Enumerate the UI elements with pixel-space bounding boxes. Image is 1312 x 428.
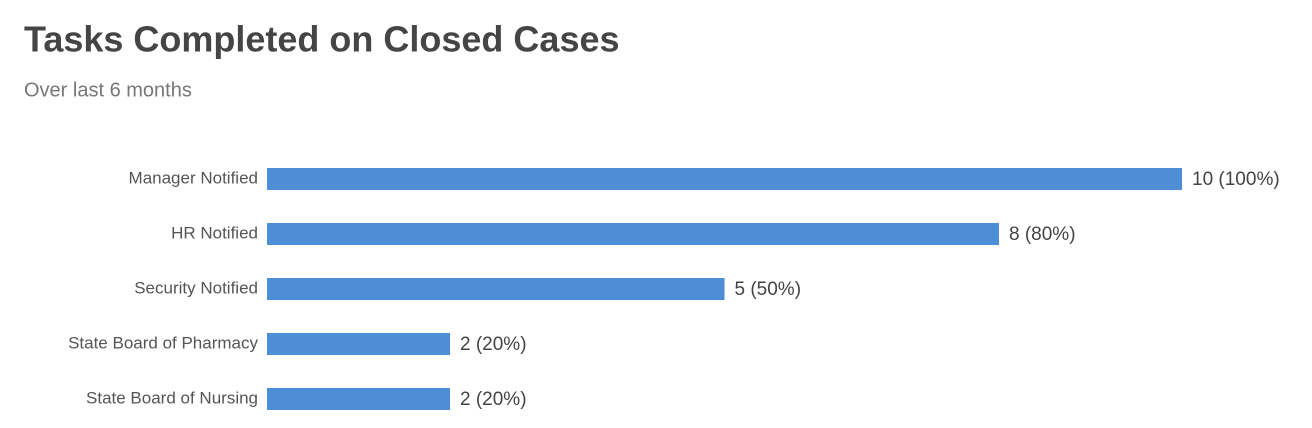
bar — [267, 278, 725, 300]
bar — [267, 333, 450, 355]
value-label: 8 (80%) — [1009, 224, 1076, 245]
bar — [267, 168, 1182, 190]
chart-subtitle: Over last 6 months — [24, 79, 192, 101]
category-label: HR Notified — [171, 223, 258, 242]
category-label: Manager Notified — [129, 168, 258, 187]
value-label: 2 (20%) — [460, 334, 527, 355]
value-label: 2 (20%) — [460, 389, 527, 410]
bar — [267, 223, 999, 245]
category-label: State Board of Pharmacy — [68, 333, 258, 352]
value-label: 5 (50%) — [735, 279, 802, 300]
category-label: State Board of Nursing — [86, 388, 258, 407]
bar — [267, 388, 450, 410]
value-label: 10 (100%) — [1192, 169, 1280, 190]
category-label: Security Notified — [134, 278, 258, 297]
chart-title: Tasks Completed on Closed Cases — [24, 19, 620, 60]
